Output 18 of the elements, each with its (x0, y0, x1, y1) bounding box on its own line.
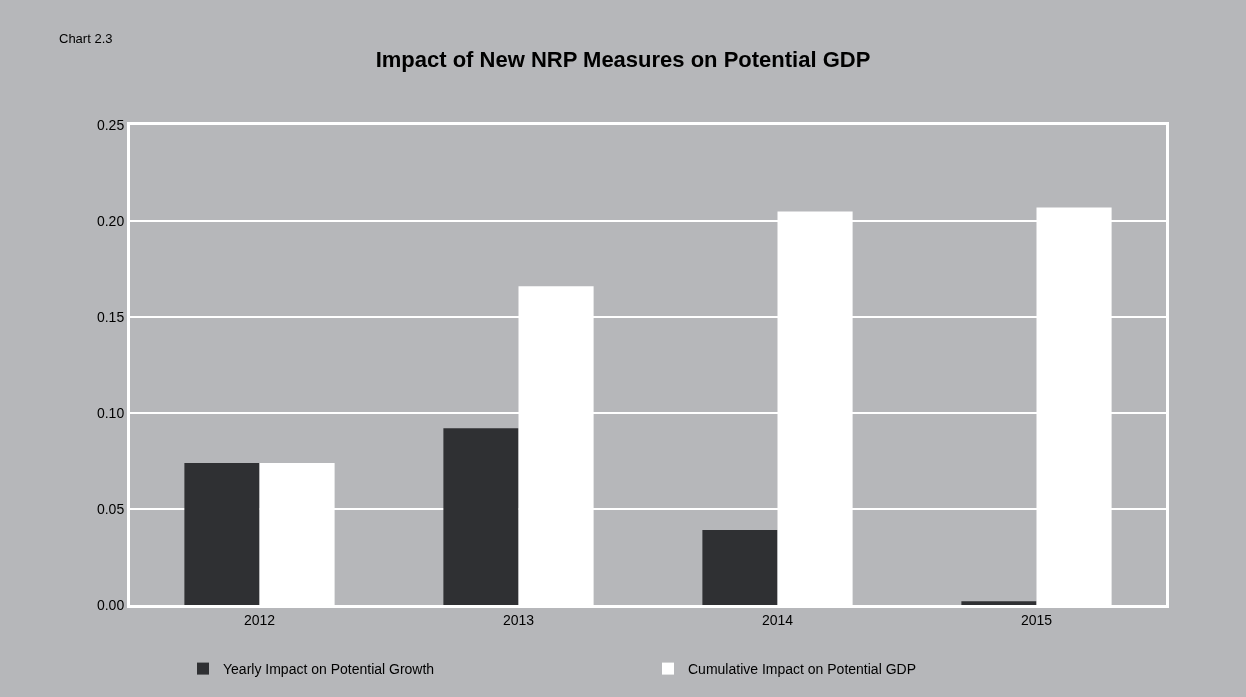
legend-label: Cumulative Impact on Potential GDP (688, 661, 916, 678)
chart-title: Impact of New NRP Measures on Potential GDP (375, 46, 871, 72)
bar (443, 428, 519, 605)
legend-label: Yearly Impact on Potential Growth (223, 661, 435, 678)
x-tick-label: 2015 (1020, 611, 1053, 628)
x-tick-label: 2012 (243, 611, 276, 628)
x-tick-label: 2014 (761, 611, 794, 628)
y-tick-label: 0.15 (96, 308, 125, 325)
bar (184, 462, 260, 605)
y-tick-label: 0.25 (96, 116, 125, 133)
y-tick-label: 0.05 (96, 500, 125, 517)
x-tick-label: 2013 (502, 611, 535, 628)
y-tick-label: 0.00 (96, 596, 125, 613)
y-tick-label: 0.10 (96, 404, 125, 421)
caption: Chart 2.3 (59, 31, 113, 46)
bar (702, 530, 778, 605)
y-tick-label: 0.20 (96, 212, 125, 229)
bar (961, 601, 1037, 605)
